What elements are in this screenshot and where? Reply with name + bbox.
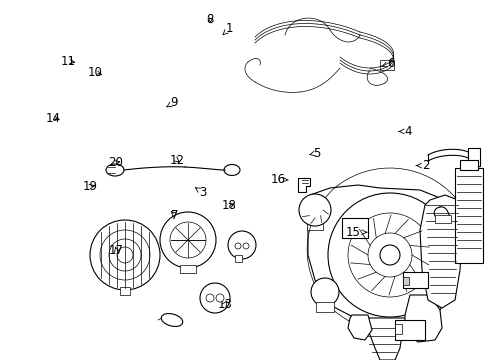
Polygon shape: [297, 178, 309, 192]
Polygon shape: [419, 195, 461, 308]
Polygon shape: [404, 295, 441, 342]
Circle shape: [200, 283, 229, 313]
Text: 8: 8: [206, 13, 214, 26]
Text: 11: 11: [61, 55, 76, 68]
Circle shape: [100, 230, 150, 280]
Circle shape: [310, 278, 338, 306]
Ellipse shape: [161, 314, 183, 327]
Text: 5: 5: [309, 147, 320, 159]
Bar: [120, 287, 130, 295]
Bar: [180, 265, 196, 273]
Text: 10: 10: [88, 66, 102, 79]
Bar: [459, 160, 477, 170]
Text: 17: 17: [109, 244, 123, 257]
Bar: [402, 277, 408, 285]
Text: 16: 16: [270, 173, 287, 186]
Bar: [402, 272, 427, 288]
Circle shape: [109, 239, 141, 271]
Circle shape: [216, 294, 224, 302]
Circle shape: [367, 233, 411, 277]
Bar: [394, 324, 401, 334]
Circle shape: [379, 245, 399, 265]
Ellipse shape: [106, 164, 124, 176]
Bar: [467, 148, 479, 166]
Bar: [315, 302, 333, 312]
Text: 13: 13: [217, 298, 232, 311]
Circle shape: [327, 193, 451, 317]
Text: 4: 4: [398, 125, 411, 138]
Text: 6: 6: [381, 57, 394, 69]
Circle shape: [243, 243, 248, 249]
Text: 2: 2: [415, 159, 428, 172]
Text: 7: 7: [171, 209, 179, 222]
Circle shape: [227, 231, 256, 259]
Circle shape: [90, 220, 160, 290]
Bar: [394, 320, 424, 340]
Polygon shape: [307, 185, 457, 325]
Polygon shape: [359, 318, 407, 360]
Text: 3: 3: [195, 186, 206, 199]
Circle shape: [117, 247, 133, 263]
Circle shape: [347, 213, 431, 297]
Text: 1: 1: [223, 22, 233, 35]
Bar: [454, 168, 482, 263]
Circle shape: [298, 194, 330, 226]
Circle shape: [160, 212, 216, 268]
Circle shape: [170, 222, 205, 258]
Text: 14: 14: [45, 112, 60, 125]
Text: 9: 9: [166, 96, 177, 109]
Text: 18: 18: [221, 199, 236, 212]
Text: 20: 20: [108, 156, 123, 169]
Bar: [341, 218, 367, 238]
Ellipse shape: [224, 165, 240, 176]
Polygon shape: [347, 315, 371, 340]
Bar: [235, 255, 242, 262]
Text: 19: 19: [83, 180, 98, 193]
Text: 15: 15: [346, 226, 366, 239]
Circle shape: [205, 294, 214, 302]
Circle shape: [235, 243, 241, 249]
Bar: [379, 60, 393, 70]
Bar: [434, 215, 450, 223]
Bar: [306, 218, 323, 230]
Text: 12: 12: [169, 154, 184, 167]
